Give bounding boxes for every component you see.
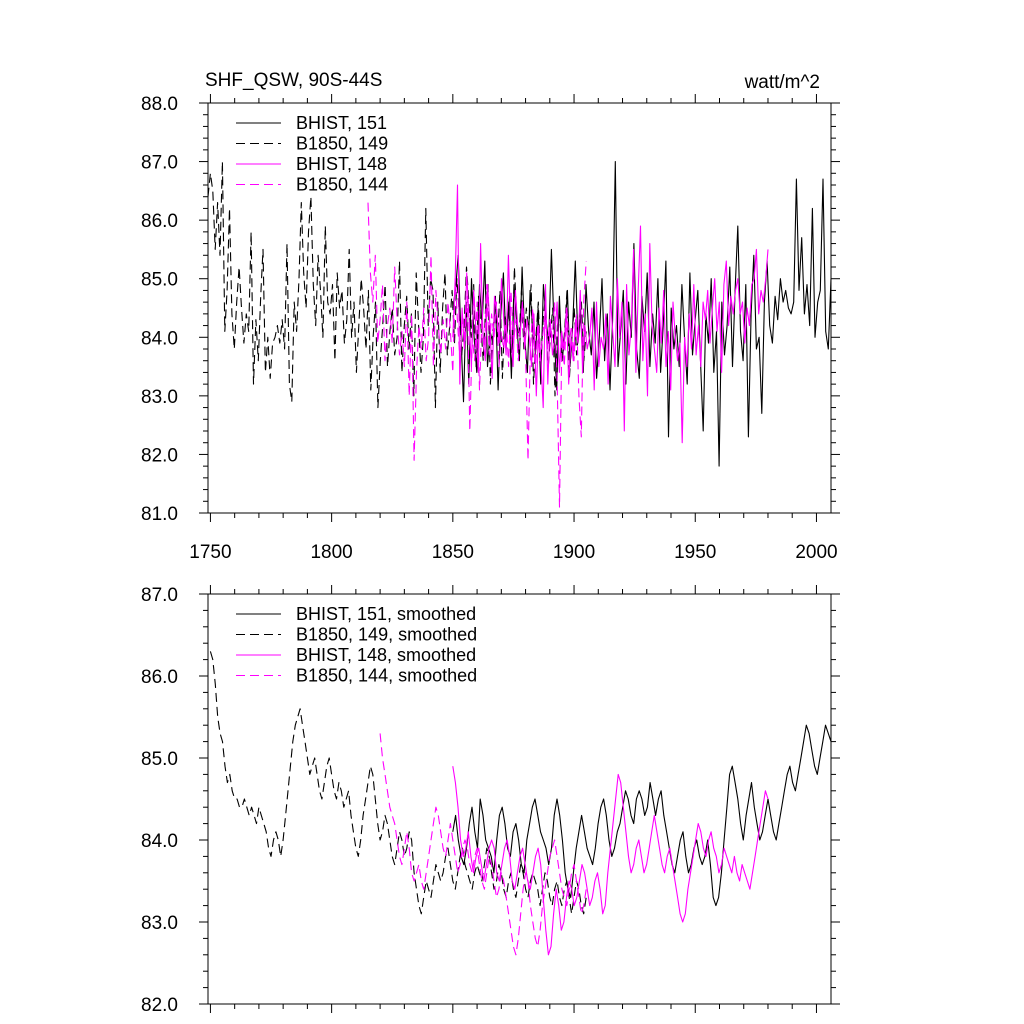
y-tick-label: 88.0 xyxy=(141,94,178,115)
chart-title: SHF_QSW, 90S-44S xyxy=(205,70,382,91)
series-line-b1850-149-smoothed xyxy=(209,651,587,915)
x-tick-label: 1900 xyxy=(553,542,595,563)
legend-label: B1850, 149, smoothed xyxy=(296,625,477,645)
series-line-bhist-148-smoothed xyxy=(452,766,769,956)
legend-label: BHIST, 151, smoothed xyxy=(296,604,476,624)
y-tick-label: 86.0 xyxy=(141,667,178,688)
legend-label: B1850, 144 xyxy=(296,175,388,195)
legend-label: B1850, 149 xyxy=(296,134,388,154)
x-tick-label: 1850 xyxy=(432,542,474,563)
plot-frame xyxy=(207,102,832,514)
units-label: watt/m^2 xyxy=(744,72,820,93)
y-tick-label: 87.0 xyxy=(141,585,178,606)
y-tick-label: 86.0 xyxy=(141,211,178,232)
x-tick-label: 1750 xyxy=(189,542,231,563)
x-tick-label: 2000 xyxy=(795,542,837,563)
y-tick-label: 82.0 xyxy=(141,995,178,1016)
y-tick-label: 81.0 xyxy=(141,504,178,525)
y-tick-label: 84.0 xyxy=(141,328,178,349)
y-tick-label: 83.0 xyxy=(141,387,178,408)
legend-label: BHIST, 148 xyxy=(296,154,387,174)
legend-label: B1850, 144, smoothed xyxy=(296,666,477,686)
x-tick-label: 1950 xyxy=(674,542,716,563)
legend-label: BHIST, 151 xyxy=(296,113,387,133)
y-tick-label: 83.0 xyxy=(141,913,178,934)
y-tick-label: 82.0 xyxy=(141,445,178,466)
y-tick-label: 85.0 xyxy=(141,270,178,291)
series-line-bhist-151-smoothed xyxy=(452,724,832,907)
y-tick-label: 85.0 xyxy=(141,749,178,770)
series-line-bhist-148 xyxy=(452,184,769,444)
bottom-panel: 82.0 83.0 84.0 85.0 86.0 87.0 BHIST, 151, smoo… xyxy=(141,585,840,1016)
legend-label: BHIST, 148, smoothed xyxy=(296,645,476,665)
series-line-b1850-149 xyxy=(207,161,587,409)
top-panel: 1750 1800 1850 1900 1950 2000 81.0 82.0 83.0 84.0… xyxy=(141,94,840,563)
series-line-b1850-144-smoothed xyxy=(379,733,587,956)
plot-frame xyxy=(207,593,832,1005)
y-tick-label: 84.0 xyxy=(141,831,178,852)
series-line-b1850-144 xyxy=(367,202,587,508)
x-tick-label: 1800 xyxy=(310,542,352,563)
y-tick-label: 87.0 xyxy=(141,153,178,174)
